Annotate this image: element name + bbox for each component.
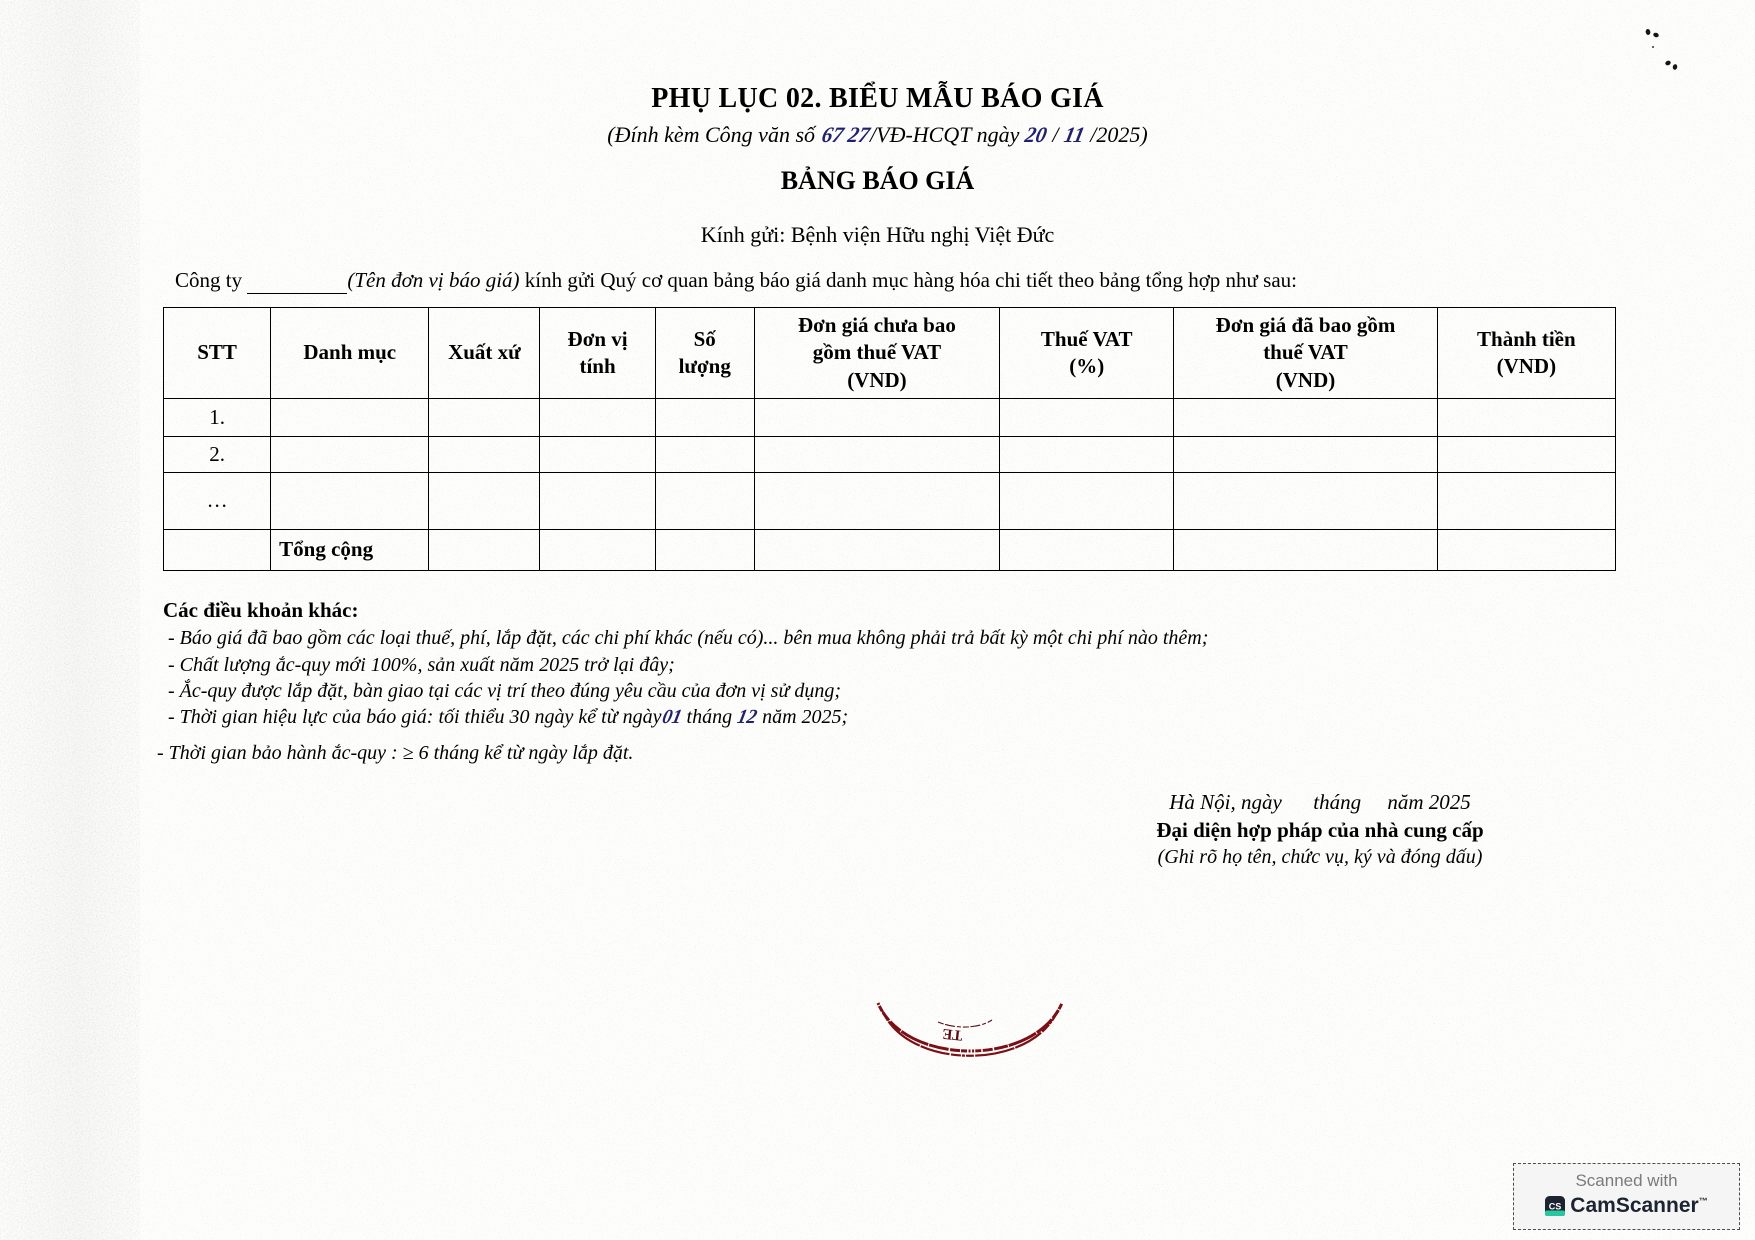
svg-text:CS: CS [1549,1202,1562,1212]
svg-text:TE: TE [942,1025,964,1043]
